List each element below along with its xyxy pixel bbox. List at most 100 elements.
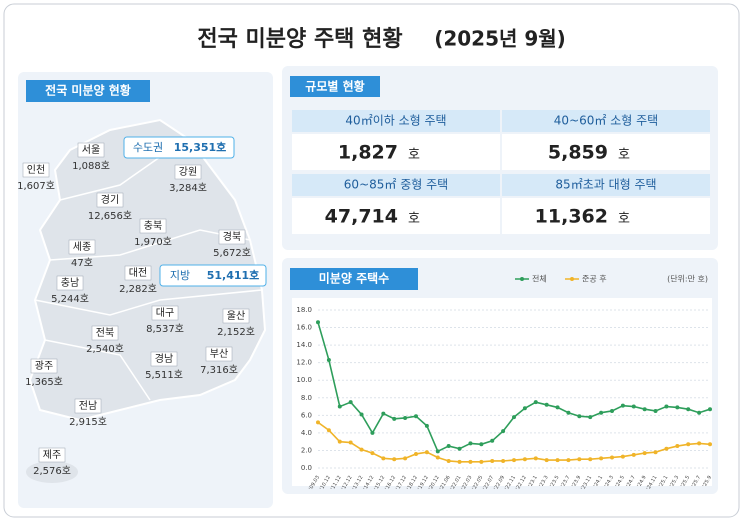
x-tick-label: '23.7 (560, 475, 571, 489)
region-name-bg (218, 229, 246, 245)
series-point (403, 456, 408, 461)
series-point (522, 457, 527, 462)
series-point (512, 458, 516, 463)
capital-box (123, 136, 235, 159)
card-unit: 호 (408, 148, 420, 163)
region-value: 1,607호 (17, 180, 55, 192)
series-point (664, 446, 669, 451)
series-point (642, 451, 647, 456)
region-value: 2,152호 (217, 326, 255, 338)
map-tab (26, 80, 150, 102)
series-point (599, 456, 604, 461)
series-point (544, 458, 549, 463)
y-tick-label: 8.0 (301, 394, 312, 402)
chart-tab (290, 268, 418, 290)
legend-dot (570, 277, 574, 281)
y-tick-label: 14.0 (296, 341, 312, 349)
series-point (588, 415, 593, 420)
series-point (675, 444, 680, 449)
region-name-bg (174, 164, 202, 180)
series-point (533, 400, 538, 405)
x-tick-label: '25.5 (680, 475, 691, 489)
local-value: 51,411호 (207, 268, 260, 282)
series-point (577, 457, 582, 462)
series-point (686, 442, 691, 447)
series-point (675, 405, 680, 410)
card-header (292, 174, 500, 196)
series-point (326, 428, 331, 433)
region-name-bg (38, 447, 66, 463)
region-name-bg (91, 325, 119, 341)
card-body (292, 198, 500, 234)
series-point (599, 410, 604, 415)
series-point (577, 414, 582, 419)
series-point (457, 459, 462, 464)
region-name: 제주 (43, 449, 61, 461)
series-point (348, 400, 353, 405)
region-value: 5,672호 (213, 247, 251, 259)
region-name: 전북 (96, 327, 114, 339)
series-point (566, 458, 571, 463)
series-point (337, 439, 342, 444)
x-tick-label: '23.1 (527, 475, 538, 489)
region-value: 7,316호 (200, 364, 238, 376)
x-tick-label: '25.7 (691, 475, 702, 489)
region-value: 5,244호 (51, 293, 89, 305)
card-unit: 호 (618, 148, 630, 163)
series-point (610, 408, 614, 413)
chart-title: 미분양 주택수 (319, 271, 389, 286)
series-point (370, 451, 375, 456)
x-tick-label: '25.1 (658, 475, 669, 489)
series-point (533, 456, 538, 461)
region-name: 경기 (101, 193, 119, 206)
region-name-bg (74, 398, 102, 414)
region-name: 충남 (61, 277, 79, 289)
region-value: 12,656호 (88, 210, 132, 222)
series-point (403, 415, 408, 420)
series-point (435, 455, 440, 460)
card-header (502, 110, 710, 132)
border (59, 149, 171, 201)
size-label: 규모별 현황 (305, 79, 364, 94)
series-point (479, 442, 484, 447)
region-name: 부산 (210, 348, 228, 360)
series-point (631, 452, 636, 457)
y-tick-label: 4.0 (301, 429, 312, 437)
card-value: 47,714 (325, 206, 398, 228)
legend-label: 전체 (532, 274, 547, 284)
y-tick-label: 2.0 (301, 446, 312, 454)
x-tick-label: '24.3 (604, 475, 615, 489)
series-point (708, 442, 712, 447)
series-point (457, 446, 462, 451)
series-point (620, 403, 625, 408)
series-point (468, 459, 473, 464)
region-name-bg (30, 358, 58, 374)
series-point (686, 407, 691, 412)
series-point (424, 450, 429, 455)
series-point (566, 410, 571, 415)
size-tab (290, 76, 380, 97)
border (44, 339, 151, 401)
series-point (522, 406, 527, 411)
region-value: 47호 (71, 257, 93, 269)
region-name: 서울 (82, 144, 100, 156)
region-value: 1,088호 (72, 160, 110, 172)
series-point (512, 415, 516, 420)
local-box (159, 264, 267, 287)
series-point (435, 449, 440, 454)
region-name: 세종 (73, 241, 91, 253)
series-point (316, 420, 320, 425)
series-point (664, 404, 669, 409)
legend-label: 준공 후 (582, 275, 607, 284)
series-point (359, 412, 364, 417)
capital-value: 15,351호 (174, 140, 227, 154)
series-point (446, 444, 451, 449)
region-name: 대구 (156, 307, 174, 319)
map-label: 전국 미분양 현황 (45, 83, 131, 98)
region-value: 2,915호 (69, 416, 107, 428)
card-value: 1,827 (338, 142, 398, 164)
card-name: 40㎡이하 소형 주택 (345, 114, 446, 128)
series-point (642, 407, 647, 412)
region-name-bg (77, 142, 105, 158)
